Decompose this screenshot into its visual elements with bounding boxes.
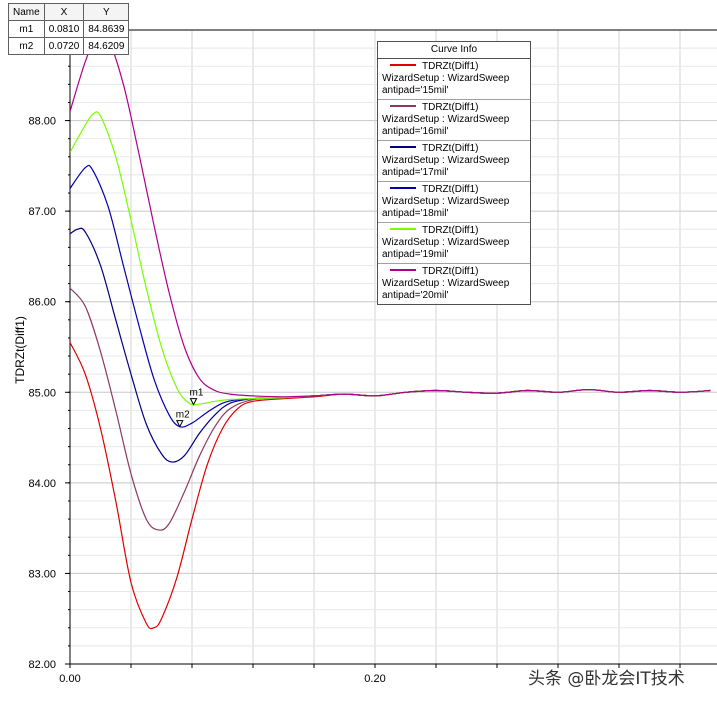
marker-name: m1: [8, 20, 45, 38]
marker-row[interactable]: m2 0.0720 84.6209: [8, 37, 130, 55]
x-tick-label: 0.00: [59, 673, 80, 685]
legend-setup: WizardSetup : WizardSweep: [382, 237, 510, 248]
marker-triangle: [175, 420, 184, 428]
legend-series-name: TDRZt(Diff1): [422, 184, 479, 195]
legend-series-name: TDRZt(Diff1): [422, 102, 479, 113]
legend-setup: WizardSetup : WizardSweep: [382, 155, 510, 166]
marker-table-header: Name X Y: [8, 3, 130, 21]
legend-swatch: [390, 187, 416, 190]
legend-series-name: TDRZt(Diff1): [422, 266, 479, 277]
marker-triangle: [189, 398, 198, 406]
curve-info-legend[interactable]: Curve Info TDRZt(Diff1) WizardSetup : Wi…: [377, 41, 531, 305]
marker-label: m1: [190, 388, 204, 399]
y-tick-label: 87.00: [28, 206, 56, 218]
x-tick-label: 0.20: [364, 673, 385, 685]
series-line: [70, 31, 711, 398]
legend-swatch: [390, 64, 416, 67]
legend-param: antipad='16mil': [382, 126, 449, 137]
y-tick-label: 88.00: [28, 116, 56, 128]
legend-setup: WizardSetup : WizardSweep: [382, 196, 510, 207]
y-tick-label: 85.00: [28, 387, 56, 399]
legend-param: antipad='19mil': [382, 249, 449, 260]
legend-param: antipad='17mil': [382, 167, 449, 178]
marker-row[interactable]: m1 0.0810 84.8639: [8, 20, 130, 38]
legend-setup: WizardSetup : WizardSweep: [382, 114, 510, 125]
marker-y: 84.6209: [83, 37, 130, 55]
marker-name: m2: [8, 37, 45, 55]
legend-series-name: TDRZt(Diff1): [422, 225, 479, 236]
legend-swatch: [390, 269, 416, 272]
marker-header-x: X: [43, 3, 85, 21]
series-line: [70, 342, 711, 630]
marker-table: Name X Y m1 0.0810 84.8639 m2 0.0720 84.…: [8, 3, 130, 55]
y-tick-label: 83.00: [28, 568, 56, 580]
legend-entry[interactable]: TDRZt(Diff1) WizardSetup : WizardSweep a…: [378, 100, 530, 141]
legend-entry[interactable]: TDRZt(Diff1) WizardSetup : WizardSweep a…: [378, 223, 530, 264]
y-tick-label: 86.00: [28, 297, 56, 309]
y-tick-label: 84.00: [28, 478, 56, 490]
legend-setup: WizardSetup : WizardSweep: [382, 278, 510, 289]
plot-curves: [70, 31, 711, 630]
marker-x: 0.0720: [43, 37, 85, 55]
y-tick-label: 82.00: [28, 659, 56, 671]
legend-entry[interactable]: TDRZt(Diff1) WizardSetup : WizardSweep a…: [378, 141, 530, 182]
legend-series-name: TDRZt(Diff1): [422, 143, 479, 154]
legend-series-name: TDRZt(Diff1): [422, 61, 479, 72]
legend-entry[interactable]: TDRZt(Diff1) WizardSetup : WizardSweep a…: [378, 182, 530, 223]
legend-param: antipad='20mil': [382, 290, 449, 301]
legend-entry[interactable]: TDRZt(Diff1) WizardSetup : WizardSweep a…: [378, 264, 530, 304]
legend-title: Curve Info: [378, 42, 530, 59]
legend-swatch: [390, 105, 416, 108]
marker-label: m2: [176, 410, 190, 421]
y-axis-label: TDRZt(Diff1): [13, 316, 27, 384]
legend-swatch: [390, 228, 416, 231]
legend-param: antipad='18mil': [382, 208, 449, 219]
plot-axes: 82.00 83.00 84.00 85.00 86.00 87.00 88.00 0.00 0…: [28, 29, 717, 685]
marker-header-name: Name: [8, 3, 45, 21]
marker-y: 84.8639: [83, 20, 130, 38]
legend-param: antipad='15mil': [382, 85, 449, 96]
legend-entry[interactable]: TDRZt(Diff1) WizardSetup : WizardSweep a…: [378, 59, 530, 100]
marker-header-y: Y: [83, 3, 130, 21]
legend-setup: WizardSetup : WizardSweep: [382, 73, 510, 84]
watermark: 头条 @卧龙会IT技术: [528, 669, 685, 689]
legend-swatch: [390, 146, 416, 149]
marker-x: 0.0810: [43, 20, 85, 38]
